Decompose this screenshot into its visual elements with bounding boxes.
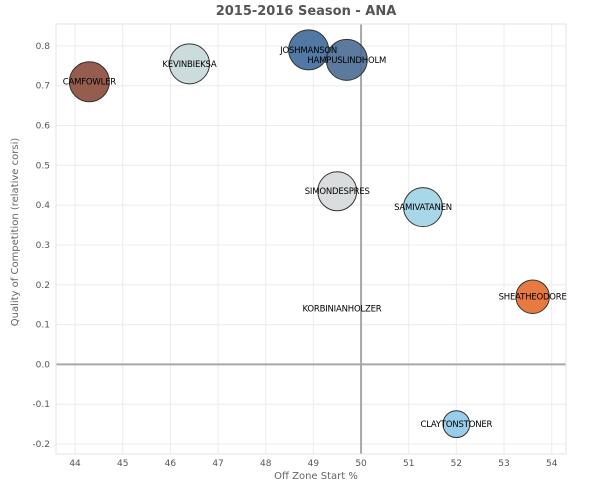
- x-tick-label: 53: [498, 459, 509, 469]
- y-tick-label: 0.4: [36, 201, 51, 211]
- x-tick-label: 51: [403, 459, 414, 469]
- y-tick-label: 0.1: [36, 321, 50, 331]
- plot-frame: [55, 23, 567, 455]
- data-point[interactable]: [403, 187, 444, 228]
- chart-title: 2015-2016 Season - ANA: [216, 4, 397, 19]
- y-tick-label: 0.5: [36, 161, 50, 171]
- x-tick-label: 54: [546, 459, 558, 469]
- data-label: HAMPUSLINDHOLM: [307, 56, 386, 66]
- x-axis-label: Off Zone Start %: [274, 471, 358, 482]
- data-point[interactable]: [442, 410, 471, 439]
- y-tick-label: 0.6: [36, 122, 51, 132]
- data-label: SIMONDESPRES: [305, 187, 370, 197]
- y-tick-label: -0.2: [32, 440, 50, 450]
- x-tick-label: 44: [69, 459, 81, 469]
- x-tick-label: 52: [451, 459, 462, 469]
- y-tick-label: 0.7: [36, 82, 50, 92]
- y-tick-label: 0.3: [36, 241, 50, 251]
- y-tick-label: -0.1: [32, 400, 50, 410]
- data-points: [68, 29, 550, 439]
- y-tick-label: 0.8: [36, 42, 51, 52]
- data-point[interactable]: [68, 61, 110, 103]
- y-tick-label: 0.0: [36, 360, 51, 370]
- data-label: CAMFOWLER: [63, 78, 117, 88]
- data-label: KORBINIANHOLZER: [302, 305, 381, 315]
- x-tick-label: 45: [117, 459, 128, 469]
- x-tick-label: 47: [212, 459, 223, 469]
- data-point[interactable]: [515, 279, 550, 314]
- data-label: SHEATHEODORE: [499, 293, 567, 303]
- data-point[interactable]: [317, 171, 358, 212]
- data-label: KEVINBIEKSA: [162, 60, 216, 70]
- reference-lines: [56, 24, 566, 454]
- data-label: JOSHMANSON: [279, 46, 337, 56]
- data-label: CLAYTONSTONER: [420, 420, 492, 430]
- data-labels: CAMFOWLER KEVINBIEKSA JOSHMANSONHAMPUSLIND…: [63, 46, 567, 430]
- y-axis-label: Quality of Competition (relative corsi): [10, 138, 21, 327]
- y-axis-ticks: -0.2 -0.1 0.0 0.1 0.2 0.3 0.4 0.5 0.6 0.7 0.8: [32, 42, 50, 450]
- x-tick-label: 49: [308, 459, 320, 469]
- x-axis-ticks: 44 45 46 47 48 49 50 51 52 53 54: [69, 459, 557, 469]
- data-point[interactable]: [325, 38, 368, 81]
- data-point[interactable]: [168, 43, 210, 85]
- grid: [56, 24, 566, 454]
- data-label: SAMIVATANEN: [394, 203, 452, 213]
- x-tick-label: 46: [165, 459, 177, 469]
- x-tick-label: 48: [260, 459, 272, 469]
- x-tick-label: 50: [355, 459, 367, 469]
- y-tick-label: 0.2: [36, 281, 50, 291]
